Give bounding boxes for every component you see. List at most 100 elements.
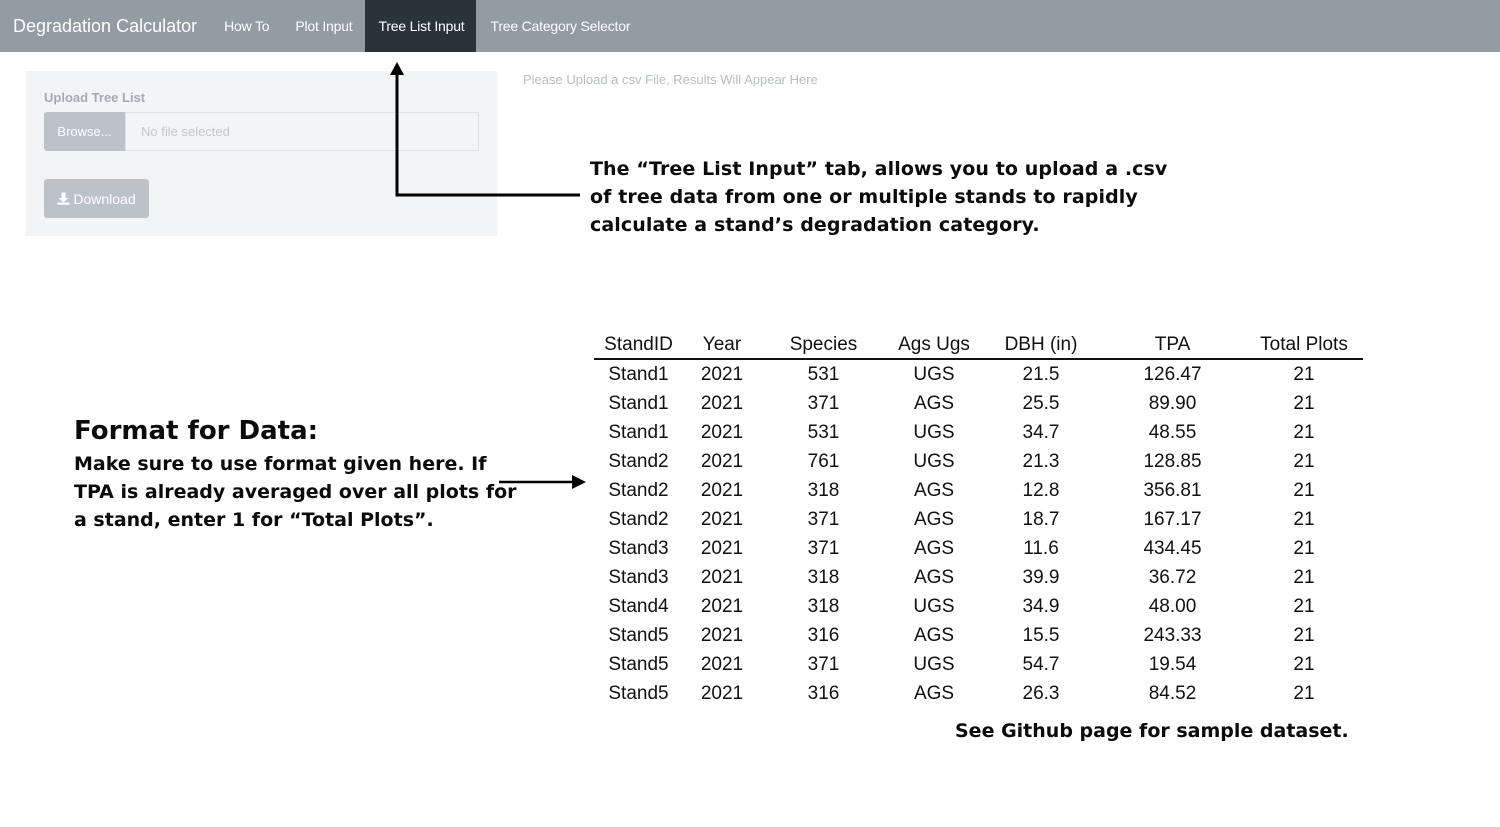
table-row: Stand4 2021 318 UGS 34.9 48.00 21 [594,592,1363,621]
tab-note-line: of tree data from one or multiple stands… [590,183,1167,211]
table-cell: 21 [1245,476,1363,505]
table-row: Stand1 2021 531 UGS 21.5 126.47 21 [594,359,1363,389]
table-cell: 356.81 [1100,476,1245,505]
column-header: Total Plots [1245,331,1363,359]
table-cell: 2021 [683,389,761,418]
table-cell: 21.5 [982,359,1100,389]
table-row: Stand5 2021 316 AGS 26.3 84.52 21 [594,679,1363,708]
table-cell: Stand5 [594,621,683,650]
column-header: DBH (in) [982,331,1100,359]
table-cell: 2021 [683,476,761,505]
format-note: Make sure to use format given here. If T… [74,450,517,534]
table-cell: 21 [1245,679,1363,708]
table-cell: 21 [1245,592,1363,621]
table-cell: AGS [886,679,982,708]
table-cell: 48.55 [1100,418,1245,447]
table-cell: 371 [761,534,886,563]
table-cell: 89.90 [1100,389,1245,418]
table-cell: 19.54 [1100,650,1245,679]
table-cell: 2021 [683,621,761,650]
table-cell: 318 [761,563,886,592]
column-header: Species [761,331,886,359]
table-cell: 26.3 [982,679,1100,708]
table-cell: UGS [886,447,982,476]
table-row: Stand2 2021 371 AGS 18.7 167.17 21 [594,505,1363,534]
column-header: Ags Ugs [886,331,982,359]
table-cell: AGS [886,389,982,418]
table-cell: UGS [886,359,982,389]
table-cell: Stand5 [594,650,683,679]
table-cell: 21 [1245,563,1363,592]
table-cell: 2021 [683,359,761,389]
table-cell: 2021 [683,418,761,447]
table-cell: 39.9 [982,563,1100,592]
table-cell: 21 [1245,418,1363,447]
table-cell: AGS [886,621,982,650]
table-cell: 167.17 [1100,505,1245,534]
table-row: Stand5 2021 316 AGS 15.5 243.33 21 [594,621,1363,650]
table-cell: Stand2 [594,447,683,476]
table-cell: Stand1 [594,389,683,418]
table-cell: Stand1 [594,359,683,389]
table-cell: 84.52 [1100,679,1245,708]
table-cell: Stand4 [594,592,683,621]
table-cell: 12.8 [982,476,1100,505]
table-cell: Stand3 [594,563,683,592]
table-cell: UGS [886,592,982,621]
tab-note-line: calculate a stand’s degradation category… [590,211,1167,239]
column-header: StandID [594,331,683,359]
format-note-line: a stand, enter 1 for “Total Plots”. [74,506,517,534]
table-row: Stand5 2021 371 UGS 54.7 19.54 21 [594,650,1363,679]
table-cell: 18.7 [982,505,1100,534]
column-header: TPA [1100,331,1245,359]
table-row: Stand3 2021 318 AGS 39.9 36.72 21 [594,563,1363,592]
table-cell: 434.45 [1100,534,1245,563]
format-heading: Format for Data: [74,416,318,446]
table-body: Stand1 2021 531 UGS 21.5 126.47 21 Stand1 2021 37… [594,359,1363,708]
table-cell: Stand2 [594,476,683,505]
table-cell: 316 [761,679,886,708]
table-cell: 2021 [683,447,761,476]
table-cell: Stand2 [594,505,683,534]
arrow-up-icon [390,62,580,195]
table-cell: 316 [761,621,886,650]
table-cell: AGS [886,563,982,592]
table-cell: AGS [886,505,982,534]
table-cell: 2021 [683,592,761,621]
table-cell: 36.72 [1100,563,1245,592]
table-row: Stand1 2021 371 AGS 25.5 89.90 21 [594,389,1363,418]
table-cell: 21 [1245,650,1363,679]
table-cell: UGS [886,650,982,679]
table-cell: 371 [761,505,886,534]
table-cell: 2021 [683,534,761,563]
column-header: Year [683,331,761,359]
sample-data-table: StandID Year Species Ags Ugs DBH (in) TPA Tota… [594,331,1363,708]
table-cell: 128.85 [1100,447,1245,476]
table-cell: 11.6 [982,534,1100,563]
table-cell: Stand3 [594,534,683,563]
table-header-row: StandID Year Species Ags Ugs DBH (in) TPA Tota… [594,331,1363,359]
table-cell: Stand5 [594,679,683,708]
table-row: Stand1 2021 531 UGS 34.7 48.55 21 [594,418,1363,447]
format-note-line: TPA is already averaged over all plots f… [74,478,517,506]
tab-description-note: The “Tree List Input” tab, allows you to… [590,155,1167,239]
github-note: See Github page for sample dataset. [955,720,1349,742]
table-cell: 2021 [683,505,761,534]
table-cell: 48.00 [1100,592,1245,621]
table-cell: 761 [761,447,886,476]
table-row: Stand2 2021 761 UGS 21.3 128.85 21 [594,447,1363,476]
table-cell: 318 [761,592,886,621]
table-cell: 371 [761,650,886,679]
table-cell: 531 [761,418,886,447]
table-cell: 21 [1245,505,1363,534]
table-cell: 21 [1245,447,1363,476]
table-cell: 2021 [683,563,761,592]
table-cell: 2021 [683,679,761,708]
table-cell: 126.47 [1100,359,1245,389]
table-cell: 2021 [683,650,761,679]
table-cell: 21 [1245,359,1363,389]
table-cell: 54.7 [982,650,1100,679]
table-cell: Stand1 [594,418,683,447]
table-cell: 34.9 [982,592,1100,621]
